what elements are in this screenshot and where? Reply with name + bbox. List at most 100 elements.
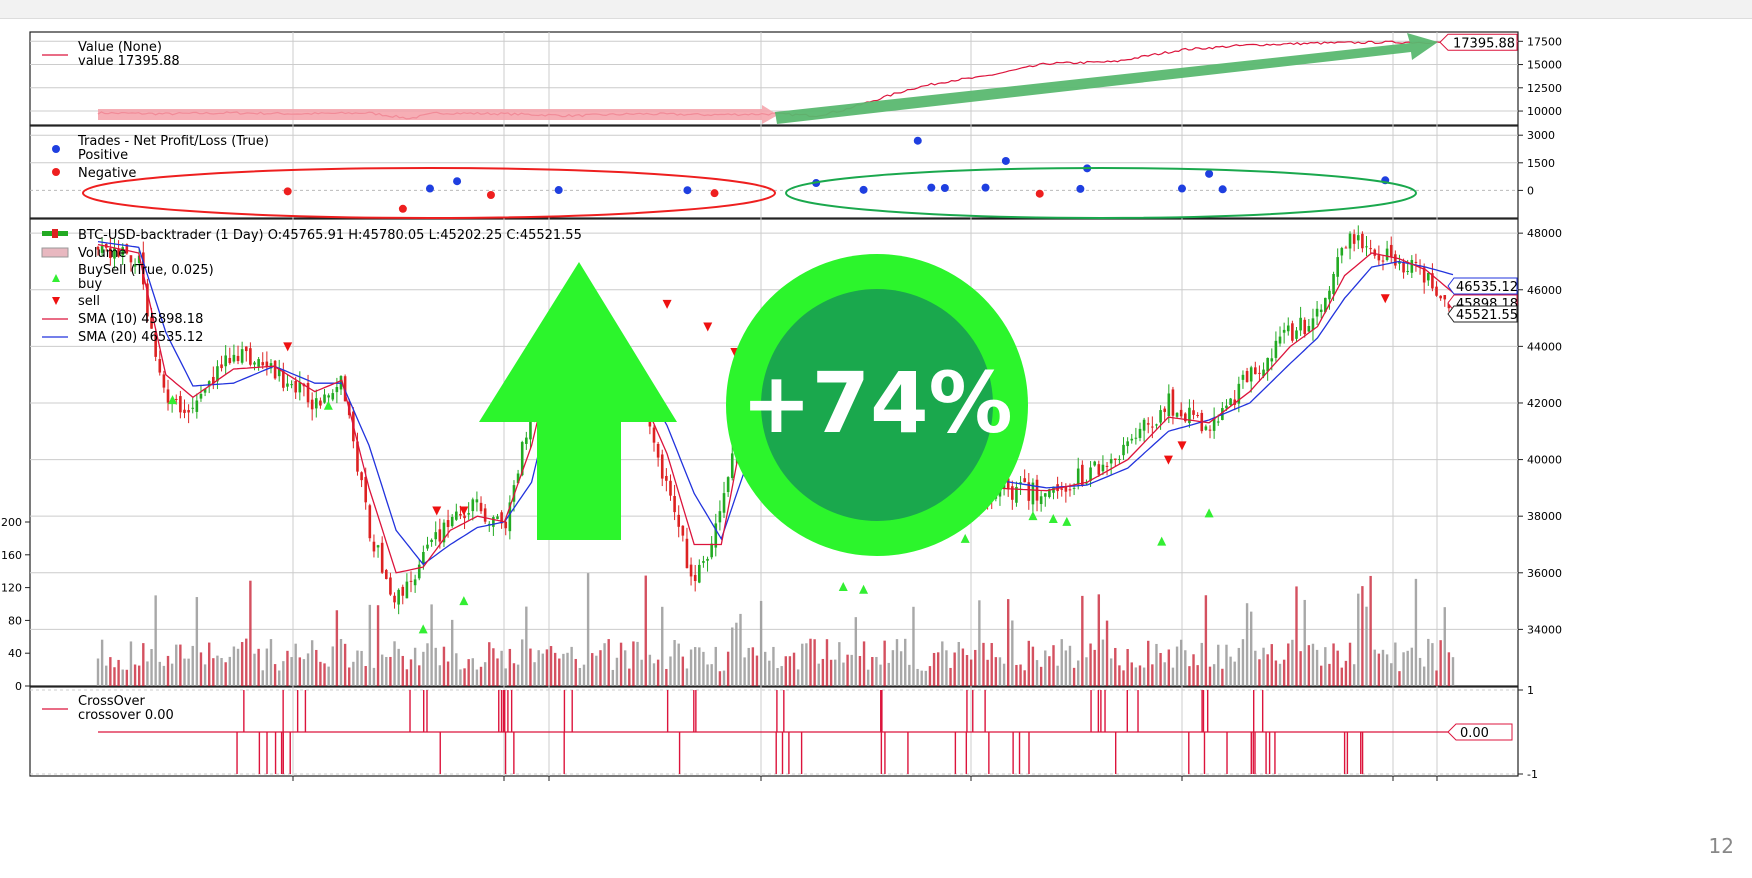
buy-marker (859, 584, 869, 594)
price-candle-body (1447, 302, 1451, 309)
price-candle-body (520, 442, 524, 476)
price-candle-body (706, 558, 709, 561)
price-candle-body (442, 522, 446, 543)
volume-bar (545, 649, 549, 686)
price-candle-body (1015, 486, 1018, 503)
trades-y-tick-label: 0 (1527, 184, 1534, 197)
volume-bar (146, 661, 149, 686)
price-candle-body (504, 521, 508, 529)
price-candle-body (710, 543, 713, 558)
volume-bar (195, 597, 199, 686)
positive-trade-point (1076, 184, 1085, 193)
volume-bar (722, 670, 726, 686)
price-candle-body (1006, 478, 1010, 490)
volume-bar (689, 649, 693, 686)
buy-marker (323, 400, 333, 410)
panel-frame-cross (29, 686, 1519, 777)
price-candle-body (380, 542, 384, 573)
price-candle-body (376, 545, 380, 548)
price-last-label: 46535.12 (1456, 280, 1518, 295)
volume-bar (1068, 645, 1072, 686)
price-candle-body (1385, 248, 1389, 260)
price-candle-body (529, 412, 532, 440)
price-candle-body (187, 410, 190, 413)
negative-trade-point (283, 187, 292, 196)
value-legend-title: Value (None) (78, 40, 162, 55)
volume-bar (257, 648, 260, 686)
volume-bar (611, 669, 615, 686)
positive-trade-point (1218, 185, 1227, 194)
volume-bar (1315, 649, 1319, 686)
volume-bar (459, 669, 462, 686)
volume-bar (1287, 643, 1290, 686)
volume-bar (591, 653, 594, 686)
price-candle-body (685, 538, 689, 569)
positive-trade-point (981, 183, 990, 192)
volume-bar (1093, 649, 1096, 686)
price-y-tick-label: 48000 (1527, 227, 1562, 240)
price-candle-body (475, 499, 479, 503)
value-legend-value: value 17395.88 (78, 54, 180, 69)
price-candle-body (343, 376, 347, 402)
volume-bar (212, 658, 215, 686)
price-candle-body (1138, 428, 1142, 438)
price-candle-body (282, 370, 285, 388)
sell-legend-marker (52, 297, 60, 305)
volume-bar (175, 644, 178, 686)
volume-bar (1031, 646, 1035, 686)
price-candle-body (368, 505, 372, 539)
volume-bar (607, 639, 610, 686)
price-last-label: 45521.55 (1456, 308, 1518, 323)
candle-legend-swatch-down (52, 229, 58, 238)
volume-bar (1163, 662, 1166, 686)
price-candle-body (1159, 410, 1162, 423)
price-candle-body (1262, 369, 1265, 377)
price-candle-body (1422, 267, 1426, 283)
negative-legend-marker (52, 168, 60, 176)
volume-bar (372, 667, 376, 686)
price-candle-body (698, 564, 701, 583)
crossover-last-label: 0.00 (1460, 726, 1489, 741)
price-candle-body (1332, 273, 1335, 295)
price-candle-body (1282, 329, 1286, 333)
volume-bar (904, 638, 907, 686)
volume-bar (158, 661, 161, 686)
price-candle-body (1039, 496, 1043, 505)
volume-bar (1398, 671, 1401, 686)
price-candle-body (249, 348, 252, 365)
volume-bar (1418, 657, 1422, 686)
volume-bar (895, 639, 899, 686)
volume-bar (496, 658, 499, 686)
volume-bar (1365, 606, 1368, 686)
volume-bar (628, 668, 631, 686)
volume-bar (677, 643, 680, 686)
volume-bar (1072, 667, 1076, 686)
price-candle-body (1348, 233, 1352, 249)
cross-y-tick-label: -1 (1527, 768, 1538, 781)
volume-bar (1451, 657, 1455, 686)
volume-bar (1299, 651, 1302, 686)
price-candle-body (1414, 261, 1418, 263)
volume-bar (121, 669, 124, 686)
price-candle-body (1043, 493, 1047, 497)
volume-bar (1311, 643, 1315, 686)
chart-panels (29, 31, 1519, 777)
volume-bar (1175, 646, 1179, 686)
price-candle-body (434, 532, 438, 540)
badge-inner-circle (761, 289, 993, 521)
volume-bar (1019, 664, 1022, 686)
volume-bar (335, 610, 339, 686)
volume-bar (1303, 599, 1306, 686)
volume-bar (632, 641, 635, 686)
price-candle-body (240, 349, 244, 363)
volume-bar (492, 648, 495, 686)
price-candle-body (191, 407, 195, 409)
price-candle-body (216, 366, 219, 382)
volume-bar (1373, 649, 1376, 686)
price-y-tick-label: 42000 (1527, 397, 1562, 410)
volume-bar (1249, 611, 1253, 686)
volume-bar (483, 662, 487, 686)
volume-bar (533, 662, 536, 686)
volume-bar (1348, 642, 1352, 686)
volume-bar (1414, 578, 1418, 686)
